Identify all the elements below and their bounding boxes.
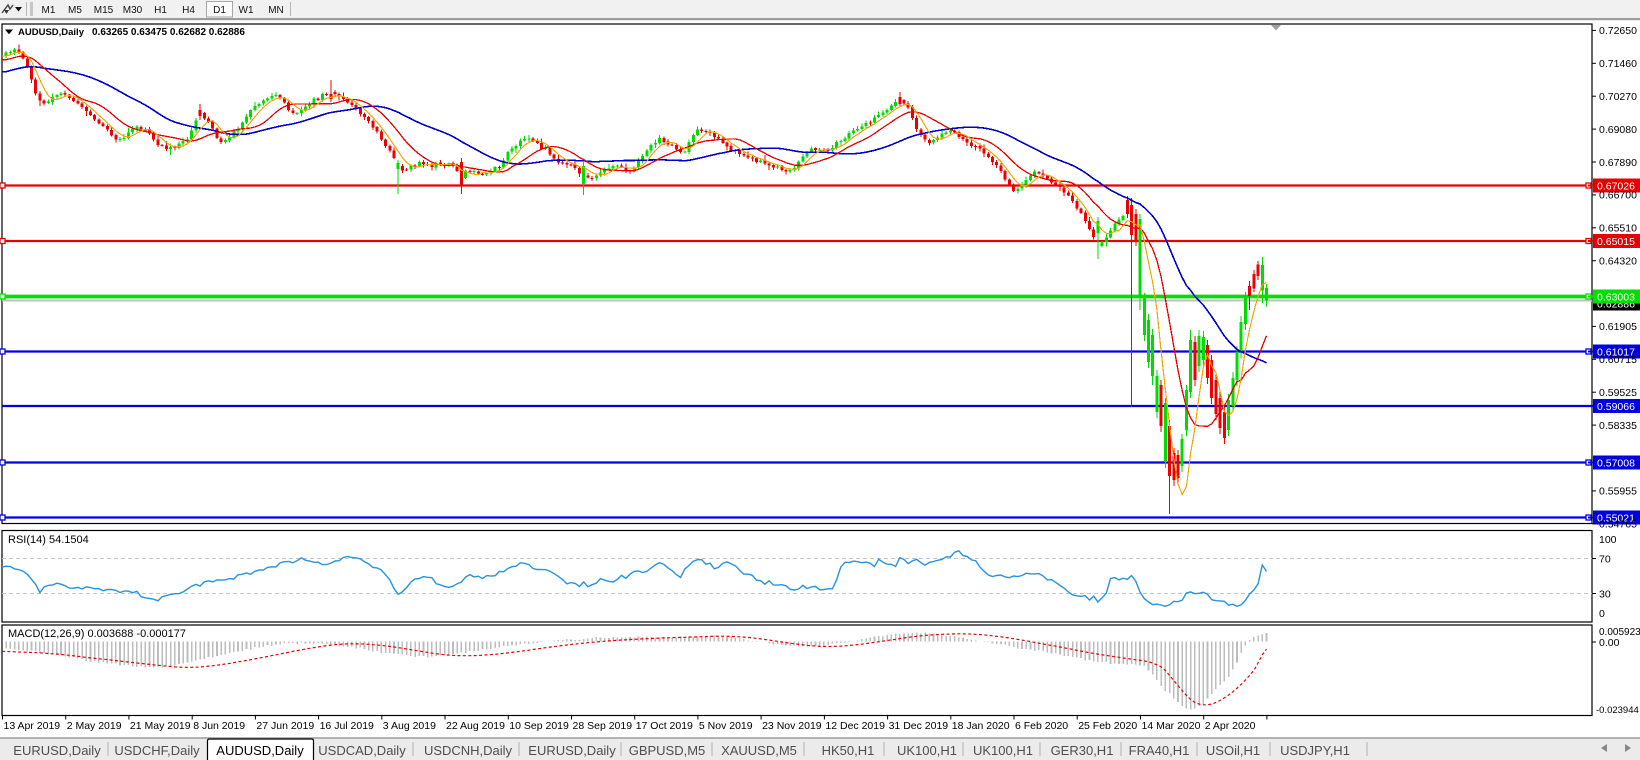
svg-text:13 Apr 2019: 13 Apr 2019	[4, 720, 61, 732]
svg-text:0.59066: 0.59066	[1597, 401, 1635, 413]
svg-text:0.54765: 0.54765	[1599, 519, 1637, 531]
svg-text:0.67890: 0.67890	[1599, 157, 1637, 169]
svg-text:M5: M5	[68, 5, 82, 16]
svg-text:USOil,H1: USOil,H1	[1206, 743, 1260, 758]
svg-text:0.55021: 0.55021	[1597, 512, 1635, 524]
svg-text:GBPUSD,M5: GBPUSD,M5	[629, 743, 706, 758]
svg-text:16 Jul 2019: 16 Jul 2019	[320, 720, 374, 732]
svg-text:0.64320: 0.64320	[1599, 256, 1637, 268]
svg-text:-0.023944: -0.023944	[1596, 705, 1639, 716]
svg-text:EURUSD,Daily: EURUSD,Daily	[528, 743, 616, 758]
svg-text:AUDUSD,Daily: AUDUSD,Daily	[18, 27, 85, 38]
svg-text:0.72650: 0.72650	[1599, 25, 1637, 37]
svg-text:H1: H1	[154, 5, 167, 16]
svg-text:27 Jun 2019: 27 Jun 2019	[256, 720, 314, 732]
svg-text:0.63003: 0.63003	[1597, 291, 1635, 303]
svg-text:0.005923: 0.005923	[1599, 627, 1640, 638]
svg-text:0.63265 0.63475 0.62682 0.6288: 0.63265 0.63475 0.62682 0.62886	[92, 27, 245, 38]
svg-text:0.70270: 0.70270	[1599, 91, 1637, 103]
svg-text:XAUUSD,M5: XAUUSD,M5	[721, 743, 797, 758]
svg-text:USDCAD,Daily: USDCAD,Daily	[318, 743, 406, 758]
svg-text:USDCNH,Daily: USDCNH,Daily	[424, 743, 513, 758]
svg-text:UK100,H1: UK100,H1	[973, 743, 1033, 758]
svg-text:H4: H4	[182, 5, 195, 16]
svg-text:0.67026: 0.67026	[1597, 180, 1635, 192]
svg-text:31 Dec 2019: 31 Dec 2019	[889, 720, 949, 732]
svg-text:M30: M30	[123, 5, 143, 16]
svg-text:0.55955: 0.55955	[1599, 486, 1637, 498]
svg-text:0.59525: 0.59525	[1599, 387, 1637, 399]
svg-text:W1: W1	[239, 5, 254, 16]
svg-text:30: 30	[1599, 588, 1611, 600]
svg-text:0.69080: 0.69080	[1599, 124, 1637, 136]
svg-text:0: 0	[1599, 608, 1605, 620]
svg-text:12 Dec 2019: 12 Dec 2019	[825, 720, 885, 732]
svg-text:MN: MN	[268, 5, 284, 16]
svg-text:D1: D1	[213, 5, 226, 16]
svg-text:14 Mar 2020: 14 Mar 2020	[1142, 720, 1201, 732]
svg-text:70: 70	[1599, 553, 1611, 565]
svg-text:28 Sep 2019: 28 Sep 2019	[573, 720, 633, 732]
svg-text:0.66700: 0.66700	[1599, 190, 1637, 202]
svg-text:RSI(14) 54.1504: RSI(14) 54.1504	[8, 534, 89, 546]
svg-text:USDJPY,H1: USDJPY,H1	[1280, 743, 1350, 758]
svg-text:EURUSD,Daily: EURUSD,Daily	[13, 743, 101, 758]
svg-text:UK100,H1: UK100,H1	[897, 743, 957, 758]
svg-text:10 Sep 2019: 10 Sep 2019	[509, 720, 569, 732]
svg-text:0.57008: 0.57008	[1597, 457, 1635, 469]
svg-text:2 May 2019: 2 May 2019	[67, 720, 122, 732]
svg-text:21 May 2019: 21 May 2019	[130, 720, 191, 732]
svg-text:5 Nov 2019: 5 Nov 2019	[699, 720, 753, 732]
svg-text:USDCHF,Daily: USDCHF,Daily	[114, 743, 200, 758]
svg-text:0.71460: 0.71460	[1599, 58, 1637, 70]
svg-text:2 Apr 2020: 2 Apr 2020	[1205, 720, 1256, 732]
svg-text:25 Feb 2020: 25 Feb 2020	[1078, 720, 1137, 732]
svg-text:22 Aug 2019: 22 Aug 2019	[446, 720, 505, 732]
svg-text:GER30,H1: GER30,H1	[1051, 743, 1114, 758]
svg-text:M15: M15	[94, 5, 114, 16]
svg-text:0.65510: 0.65510	[1599, 223, 1637, 235]
svg-text:17 Oct 2019: 17 Oct 2019	[636, 720, 693, 732]
svg-text:MACD(12,26,9) 0.003688 -0.0001: MACD(12,26,9) 0.003688 -0.000177	[8, 628, 186, 640]
svg-text:6 Feb 2020: 6 Feb 2020	[1015, 720, 1068, 732]
svg-text:8 Jun 2019: 8 Jun 2019	[193, 720, 245, 732]
svg-text:0.00: 0.00	[1599, 637, 1620, 649]
svg-text:0.61017: 0.61017	[1597, 346, 1635, 358]
svg-text:18 Jan 2020: 18 Jan 2020	[952, 720, 1010, 732]
svg-text:FRA40,H1: FRA40,H1	[1129, 743, 1190, 758]
svg-text:HK50,H1: HK50,H1	[822, 743, 875, 758]
svg-text:3 Aug 2019: 3 Aug 2019	[383, 720, 436, 732]
svg-text:0.58335: 0.58335	[1599, 420, 1637, 432]
svg-text:0.65015: 0.65015	[1597, 236, 1635, 248]
svg-text:AUDUSD,Daily: AUDUSD,Daily	[216, 743, 304, 758]
svg-text:0.61905: 0.61905	[1599, 321, 1637, 333]
svg-text:0.60715: 0.60715	[1599, 354, 1637, 366]
svg-text:M1: M1	[42, 5, 56, 16]
svg-text:23 Nov 2019: 23 Nov 2019	[762, 720, 822, 732]
svg-text:100: 100	[1599, 534, 1617, 546]
